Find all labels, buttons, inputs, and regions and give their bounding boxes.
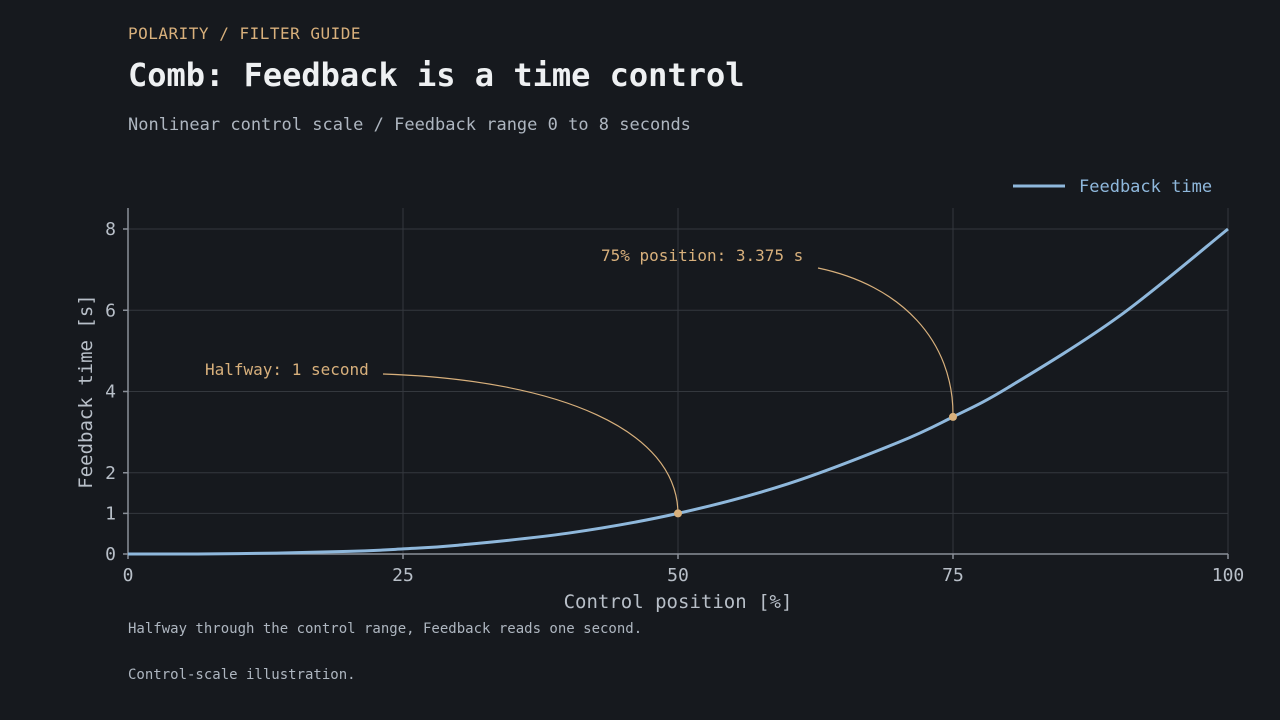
y-tick-label: 1 [105,503,116,524]
legend-entry-feedback-time: Feedback time [1079,177,1212,197]
chart-grid [128,208,1229,554]
y-tick-labels: 0 1 2 4 6 8 [105,219,128,565]
y-tick-label: 4 [105,382,116,403]
x-tick-labels: 0 25 50 75 100 [123,554,1245,586]
y-tick-label: 6 [105,300,116,321]
x-tick-label: 75 [942,565,964,586]
x-tick-label: 0 [123,565,134,586]
chart-annotations: Halfway: 1 second 75% position: 3.375 s [205,246,957,518]
x-tick-label: 50 [667,565,689,586]
annotation-point [949,412,957,421]
page-subtitle: Nonlinear control scale / Feedback range… [128,115,691,135]
page-title: Comb: Feedback is a time control [128,56,745,94]
x-tick-label: 100 [1212,565,1245,586]
y-tick-label: 8 [105,219,116,240]
y-tick-label: 0 [105,544,116,565]
footnote-note: Halfway through the control range, Feedb… [128,621,643,637]
annotation-leader [817,267,954,417]
x-axis-label: Control position [%] [564,591,793,613]
annotation-point [674,509,682,518]
eyebrow-label: POLARITY / FILTER GUIDE [128,24,362,43]
annotation-leader [382,373,679,514]
annotation-label: Halfway: 1 second [205,360,369,379]
chart-legend: Feedback time [1013,177,1212,197]
x-tick-label: 25 [392,565,414,586]
annotation-label: 75% position: 3.375 s [601,246,803,265]
y-axis-label: Feedback time [s] [75,294,97,488]
footnote-caption: Control-scale illustration. [128,667,356,683]
y-tick-label: 2 [105,463,116,484]
